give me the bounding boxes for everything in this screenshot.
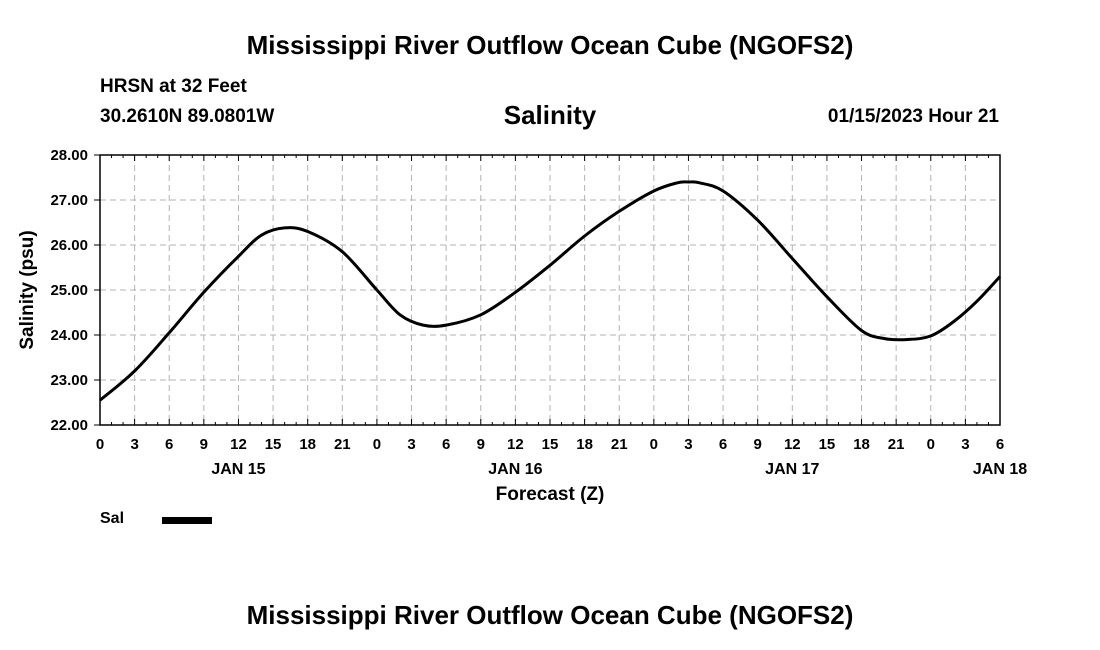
x-tick-label: 0	[373, 436, 381, 453]
y-tick-label: 27.00	[50, 192, 88, 209]
x-tick-label: 12	[507, 436, 524, 453]
x-tick-label: 3	[407, 436, 415, 453]
x-tick-label: 9	[200, 436, 208, 453]
y-tick-label: 28.00	[50, 147, 88, 164]
x-tick-label: 3	[961, 436, 969, 453]
x-tick-label: 9	[477, 436, 485, 453]
x-tick-label: 0	[650, 436, 658, 453]
x-tick-label: 6	[442, 436, 450, 453]
x-tick-label: 0	[96, 436, 104, 453]
x-tick-label: 6	[996, 436, 1004, 453]
x-axis-label: Forecast (Z)	[496, 484, 605, 505]
x-tick-label: 15	[819, 436, 836, 453]
x-tick-label: 3	[684, 436, 692, 453]
series-line-sal	[99, 180, 1002, 402]
y-tick-label: 23.00	[50, 372, 88, 389]
x-tick-label: 15	[265, 436, 282, 453]
grid	[100, 155, 1000, 425]
y-tick-label: 26.00	[50, 237, 88, 254]
x-tick-label: 6	[165, 436, 173, 453]
x-tick-label: 18	[576, 436, 593, 453]
date-label: JAN 17	[765, 461, 819, 478]
date-label: JAN 18	[973, 461, 1027, 478]
x-tick-label: 0	[927, 436, 935, 453]
footer-title: Mississippi River Outflow Ocean Cube (NG…	[246, 600, 854, 630]
station-label: HRSN at 32 Feet	[100, 76, 247, 97]
legend-label: Sal	[100, 510, 125, 527]
legend-line-swatch	[162, 517, 212, 524]
date-label: JAN 15	[211, 461, 265, 478]
x-tick-label: 21	[334, 436, 351, 453]
station-coordinates: 30.2610N 89.0801W	[100, 106, 275, 127]
x-tick-label: 12	[230, 436, 247, 453]
y-axis-label: Salinity (psu)	[17, 230, 38, 349]
x-tick-label: 18	[299, 436, 316, 453]
x-tick-label: 3	[130, 436, 138, 453]
y-tick-label: 22.00	[50, 417, 88, 434]
x-tick-label: 18	[853, 436, 870, 453]
x-tick-label: 9	[754, 436, 762, 453]
x-tick-label: 15	[542, 436, 559, 453]
series	[99, 180, 1002, 402]
x-tick-label: 12	[784, 436, 801, 453]
axes: 0 3 6 9 12 15 18 21 0 3 6 9 12 15 18 21 0 3 6 9 12 15 18 21 0 3 6 2…	[50, 147, 1027, 478]
y-tick-label: 24.00	[50, 327, 88, 344]
parameter-title: Salinity	[503, 100, 597, 130]
x-tick-label: 21	[611, 436, 628, 453]
x-tick-label: 21	[888, 436, 905, 453]
date-label: JAN 16	[488, 461, 542, 478]
y-tick-label: 25.00	[50, 282, 88, 299]
x-tick-label: 6	[719, 436, 727, 453]
forecast-issue-time: 01/15/2023 Hour 21	[827, 106, 999, 127]
chart-suptitle: Mississippi River Outflow Ocean Cube (NG…	[246, 30, 854, 60]
